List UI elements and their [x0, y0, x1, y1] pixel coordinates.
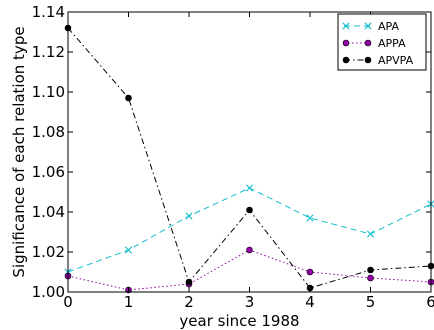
data-point-apa [366, 230, 375, 238]
series-appa [64, 246, 434, 294]
y-tick-label: 1.08 [32, 123, 65, 141]
data-point-appa [306, 268, 314, 276]
x-tick-label: 1 [124, 293, 134, 311]
legend-marker [342, 22, 350, 30]
data-point-apa [124, 246, 133, 254]
y-tick-label: 1.06 [32, 163, 65, 181]
y-axis-label: Significance of each relation type [10, 26, 28, 277]
y-tick-label: 1.02 [32, 243, 65, 261]
legend: APA APPA APVPA [337, 13, 427, 71]
x-tick-label: 0 [63, 293, 73, 311]
legend-item-apvpa: APVPA [342, 54, 414, 67]
x-tick-label: 3 [245, 293, 255, 311]
data-point-appa [367, 274, 374, 282]
y-tick-label: 1.00 [32, 283, 65, 301]
y-tick-label: 1.14 [32, 3, 65, 21]
data-point-appa [246, 246, 253, 254]
legend-marker [364, 39, 372, 47]
legend-label: APVPA [378, 54, 414, 67]
legend-marker [342, 39, 350, 47]
axis-ticks: 0 1 2 3 4 5 6 1.00 1.02 1.04 1.06 1.08 1.10 1.12 1.14 [32, 3, 434, 311]
legend-marker [364, 56, 372, 64]
data-point-apvpa [367, 266, 374, 274]
y-tick-label: 1.04 [32, 203, 65, 221]
legend-marker [342, 56, 350, 64]
data-point-apvpa [125, 94, 132, 102]
series-line-apa [67, 187, 432, 273]
legend-marker [364, 22, 372, 30]
y-tick-label: 1.10 [32, 83, 65, 101]
x-tick-label: 2 [184, 293, 194, 311]
series-apvpa [64, 24, 434, 292]
plot-marks [64, 24, 434, 294]
data-point-apvpa [246, 206, 253, 214]
data-point-apvpa [185, 278, 193, 286]
legend-label: APPA [378, 37, 406, 50]
x-axis-label: year since 1988 [179, 312, 299, 330]
legend-item-apa: APA [342, 20, 399, 33]
legend-item-appa: APPA [342, 37, 406, 50]
series-line-appa [67, 249, 432, 291]
legend-label: APA [378, 20, 399, 33]
data-point-apa [306, 214, 314, 222]
data-point-apa [185, 212, 193, 220]
x-tick-label: 4 [305, 293, 315, 311]
x-tick-label: 5 [366, 293, 376, 311]
y-tick-label: 1.12 [32, 43, 65, 61]
series-apa [64, 184, 434, 276]
data-point-apa [245, 184, 254, 192]
legend-box [337, 13, 427, 71]
x-tick-label: 6 [426, 293, 434, 311]
